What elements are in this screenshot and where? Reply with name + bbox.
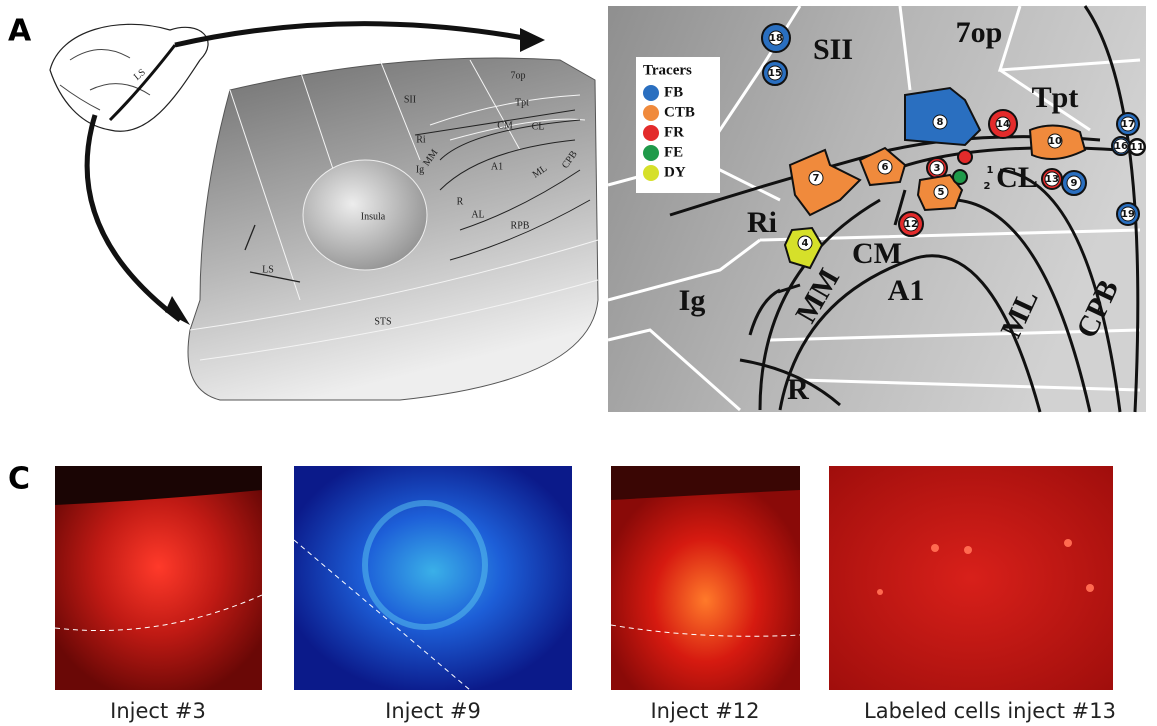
injection-label: 7 [813,173,820,184]
panel-label: A [8,14,32,49]
caption: Inject #9 [385,699,481,723]
injection-site [958,150,972,164]
legend-swatch [643,125,659,141]
region-label: RPB [511,220,530,231]
injection-label: 11 [1130,142,1144,153]
region-label: A1 [888,274,925,307]
region-label: Ig [416,164,424,175]
caption: Inject #12 [650,699,759,723]
region-label: CL [996,161,1038,194]
region-label: AL [471,209,484,220]
injection-label: 10 [1048,136,1062,147]
legend-swatch [643,165,659,181]
injection-label: 8 [937,117,944,128]
legend-swatch [643,105,659,121]
injection-label: 15 [768,68,782,79]
legend-label: DY [664,164,686,180]
micrograph [829,466,1113,690]
region-label: STS [374,316,391,327]
region-label: 7op [956,16,1003,49]
injection-label: 13 [1045,174,1059,185]
region-label: Ig [679,284,706,317]
region-label: CM [497,120,513,131]
region-label: Ri [416,134,426,145]
region-label: Tpt [515,97,529,108]
monkey-brain [50,24,208,131]
injection-label: 18 [769,33,783,44]
panel-label: C [8,462,30,497]
arrowhead [520,28,545,52]
micrograph [611,466,800,690]
injection-label: 6 [882,162,889,173]
caption: Inject #3 [110,699,206,723]
figure: A LSSII7opTptRiCMCLMMA1MLCPBIgInsulaRALR… [0,0,1157,726]
legend-title: Tracers [643,62,692,78]
region-label: 7op [511,70,526,81]
region-label: Ri [747,206,777,239]
injection-label: 3 [934,163,941,174]
injection-label: 16 [1114,141,1128,152]
region-label: R [457,196,464,207]
injection-label: 14 [996,119,1010,130]
injection-label: 2 [984,181,991,192]
injection-label: 5 [938,187,945,198]
injection-label: 17 [1121,119,1135,130]
region-label: SII [404,94,416,105]
legend-label: CTB [664,104,695,120]
caption: Labeled cells inject #13 [864,699,1116,723]
injection-label: 4 [802,238,809,249]
injection-label: 19 [1121,209,1135,220]
legend-label: FR [664,124,684,140]
region-label: LS [262,264,274,275]
region-label: R [787,373,809,406]
region-label: SII [813,33,853,66]
injection-label: 9 [1071,178,1078,189]
micrograph [294,466,572,690]
injection-label: 12 [904,219,918,230]
region-label: CM [852,237,902,270]
region-label: Tpt [1032,81,1079,114]
region-label: Insula [361,211,386,222]
arrow [87,115,180,320]
region-label: CL [532,121,545,132]
legend-label: FE [664,144,683,160]
injection-label: 1 [987,165,994,176]
injection-site [953,170,967,184]
legend-swatch [643,85,659,101]
legend-swatch [643,145,659,161]
region-label: A1 [491,161,503,172]
arrow [175,24,535,45]
legend-label: FB [664,84,683,100]
